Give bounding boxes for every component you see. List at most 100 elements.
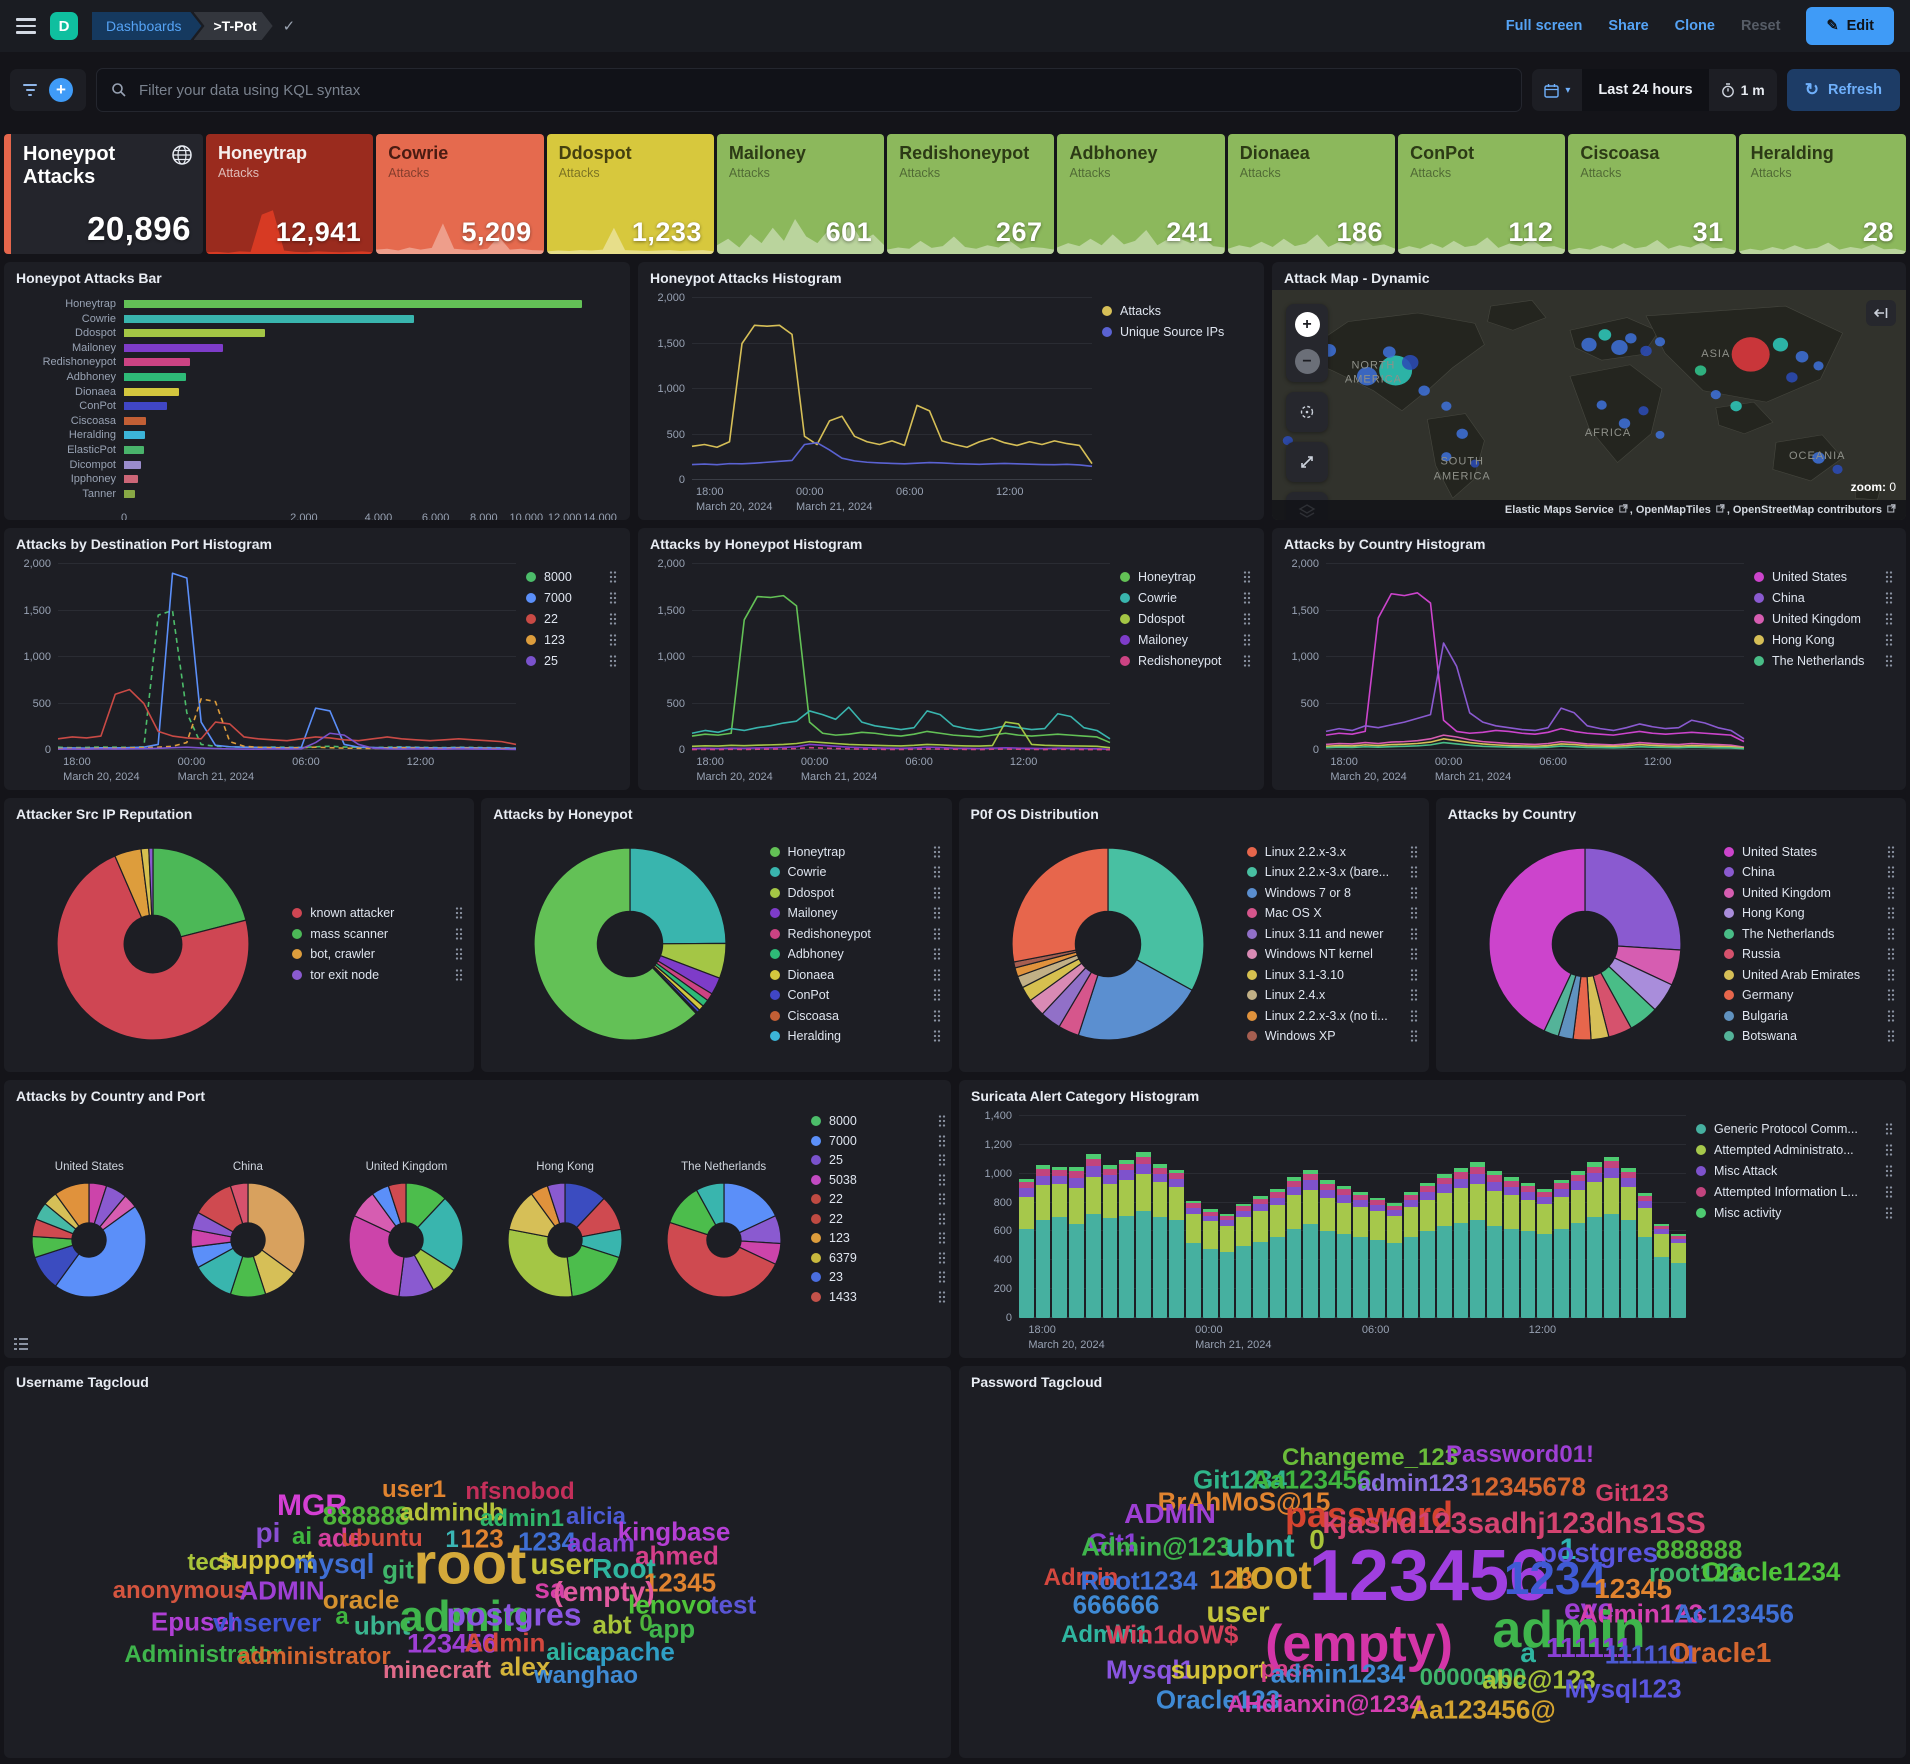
tagcloud-word[interactable]: 666666 [1072, 1589, 1160, 1620]
legend-item[interactable]: Linux 3.1-3.10 [1246, 968, 1419, 982]
kebab-menu-icon[interactable] [1409, 988, 1419, 1002]
pie-slice-China[interactable] [229, 1182, 249, 1225]
stacked-bar[interactable] [1019, 1116, 1034, 1318]
tagcloud-word[interactable]: postgres [1539, 1537, 1659, 1568]
kebab-menu-icon[interactable] [937, 1134, 947, 1148]
tagcloud-word[interactable]: (empty) [553, 1576, 655, 1607]
stacked-bar[interactable] [1637, 1116, 1653, 1318]
kebab-menu-icon[interactable] [937, 1270, 947, 1284]
tagcloud-word[interactable]: 1 [1559, 1533, 1577, 1566]
legend-item[interactable]: mass scanner [292, 927, 464, 941]
legend-item[interactable]: Hong Kong [1754, 633, 1894, 647]
stacked-bar[interactable] [1403, 1116, 1419, 1318]
stacked-bar[interactable] [1319, 1116, 1335, 1318]
stacked-bar[interactable] [1085, 1116, 1101, 1318]
attack-location-point[interactable] [1382, 346, 1396, 358]
tagcloud-word[interactable]: 0 [1309, 1524, 1325, 1555]
tagcloud-word[interactable]: Root1234 [1080, 1565, 1198, 1596]
bar-conpot[interactable] [124, 402, 167, 411]
pie-slice-United States[interactable] [1488, 847, 1586, 1032]
pie-slice-tor exit node[interactable] [148, 847, 154, 916]
legend-item[interactable]: The Netherlands [1754, 654, 1894, 668]
legend-item[interactable]: Windows NT kernel [1246, 947, 1419, 961]
tagcloud-word[interactable]: eve [1563, 1593, 1615, 1626]
stacked-bar[interactable] [1353, 1116, 1369, 1318]
tagcloud-word[interactable]: Changeme_123 [1281, 1444, 1459, 1471]
attack-location-point[interactable] [1611, 340, 1628, 355]
src-ip-reputation-donut[interactable] [55, 846, 251, 1042]
kebab-menu-icon[interactable] [932, 927, 942, 941]
tagcloud-word[interactable]: Mysql1 [1105, 1654, 1195, 1685]
attribution-link[interactable]: OpenStreetMap contributors [1732, 504, 1882, 516]
kebab-menu-icon[interactable] [1242, 654, 1252, 668]
legend-item[interactable]: Honeytrap [1120, 570, 1252, 584]
legend-item[interactable]: Linux 2.2.x-3.x [1246, 845, 1419, 859]
tagcloud-word[interactable]: abt [592, 1609, 632, 1640]
legend-item[interactable]: tor exit node [292, 968, 464, 982]
pie-slice-Linux 2.2.x-3.x[interactable] [1011, 847, 1109, 963]
legend-item[interactable]: ConPot [769, 988, 942, 1002]
attack-location-point[interactable] [1813, 361, 1824, 371]
attribution-link[interactable]: Elastic Maps Service [1504, 504, 1614, 516]
attack-location-point[interactable] [1786, 372, 1798, 383]
legend-item[interactable]: 8000 [811, 1114, 947, 1128]
kebab-menu-icon[interactable] [937, 1212, 947, 1226]
pie-slice-United Kingdom[interactable] [348, 1214, 406, 1298]
tagcloud-word[interactable]: 00000000 [1419, 1664, 1527, 1691]
stacked-bar[interactable] [1453, 1116, 1469, 1318]
kebab-menu-icon[interactable] [608, 570, 618, 584]
kebab-menu-icon[interactable] [1884, 1206, 1894, 1220]
tagcloud-word[interactable]: nfsnobod [465, 1478, 575, 1505]
calendar-button[interactable]: ▾ [1532, 69, 1582, 111]
tagcloud-word[interactable]: administrator [237, 1643, 391, 1670]
tagcloud-word[interactable]: alicia [565, 1503, 627, 1530]
kebab-menu-icon[interactable] [1886, 988, 1896, 1002]
attack-location-point[interactable] [1598, 329, 1612, 341]
tagcloud-word[interactable]: root123 [1649, 1557, 1743, 1588]
tagcloud-word[interactable]: ADMIN [239, 1575, 325, 1606]
bar-redishoneypot[interactable] [124, 358, 190, 367]
legend-item[interactable]: United States [1724, 845, 1896, 859]
tagcloud-word[interactable]: lenovo [628, 1589, 712, 1620]
kebab-menu-icon[interactable] [608, 612, 618, 626]
tagcloud-word[interactable]: test [709, 1589, 757, 1620]
tagcloud-word[interactable]: support [1170, 1654, 1268, 1685]
stacked-bar[interactable] [1520, 1116, 1536, 1318]
tagcloud-word[interactable]: admin123 [1357, 1470, 1469, 1497]
legend-item[interactable]: United Arab Emirates [1724, 968, 1896, 982]
map-expand-button[interactable] [1286, 442, 1328, 482]
kebab-menu-icon[interactable] [1886, 947, 1896, 961]
kebab-menu-icon[interactable] [1884, 591, 1894, 605]
stacked-bar[interactable] [1386, 1116, 1402, 1318]
tagcloud-word[interactable]: abc@123 [1482, 1664, 1596, 1695]
tagcloud-word[interactable]: BrAhMoS@15 [1157, 1486, 1331, 1517]
kebab-menu-icon[interactable] [1886, 1009, 1896, 1023]
tagcloud-word[interactable]: AHdianxin@1234 [1227, 1691, 1423, 1718]
stacked-bar[interactable] [1253, 1116, 1268, 1318]
legend-item[interactable]: 22 [811, 1192, 947, 1206]
kebab-menu-icon[interactable] [1409, 865, 1419, 879]
tagcloud-word[interactable]: Password01! [1445, 1441, 1595, 1468]
kebab-menu-icon[interactable] [608, 654, 618, 668]
attack-location-point[interactable] [1812, 452, 1825, 464]
pie-slice-United Kingdom[interactable] [388, 1182, 408, 1225]
attack-location-point[interactable] [1401, 354, 1419, 370]
attack-location-point[interactable] [1418, 385, 1430, 396]
map-locate-button[interactable] [1286, 392, 1328, 432]
tagcloud-word[interactable]: Git123 [1595, 1480, 1669, 1507]
pie-slice-United Kingdom[interactable] [417, 1197, 465, 1272]
bar-adbhoney[interactable] [124, 373, 187, 381]
tagcloud-word[interactable]: ubnt [353, 1610, 411, 1641]
stacked-bar[interactable] [1336, 1116, 1352, 1318]
pie-slice-Cowrie[interactable] [629, 847, 727, 945]
add-filter-button[interactable]: + [49, 78, 73, 102]
bar-tanner[interactable] [124, 489, 136, 498]
legend-item[interactable]: Mailoney [1120, 633, 1252, 647]
legend-item[interactable]: known attacker [292, 906, 464, 920]
pie-slice-Honeytrap[interactable] [533, 847, 698, 1041]
legend-item[interactable]: Misc Attack [1696, 1164, 1894, 1178]
legend-item[interactable]: Linux 2.2.x-3.x (bare... [1246, 865, 1419, 879]
kebab-menu-icon[interactable] [1886, 845, 1896, 859]
stacked-bar[interactable] [1537, 1116, 1552, 1318]
kebab-menu-icon[interactable] [1886, 906, 1896, 920]
